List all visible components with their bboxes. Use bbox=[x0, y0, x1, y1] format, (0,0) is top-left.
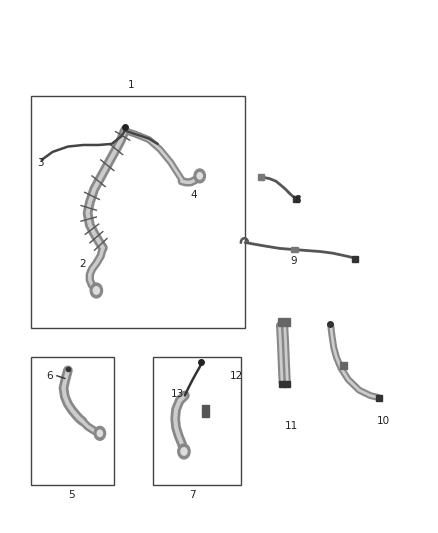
Circle shape bbox=[94, 426, 106, 440]
Text: 7: 7 bbox=[189, 490, 196, 499]
Text: 5: 5 bbox=[68, 490, 75, 499]
Bar bbox=[31, 357, 114, 485]
Text: 1: 1 bbox=[128, 80, 135, 90]
Text: 11: 11 bbox=[285, 422, 298, 431]
Circle shape bbox=[97, 430, 102, 437]
Text: 9: 9 bbox=[290, 256, 297, 266]
Circle shape bbox=[90, 283, 102, 298]
Text: 8: 8 bbox=[294, 195, 301, 205]
Circle shape bbox=[93, 287, 99, 294]
Circle shape bbox=[178, 444, 190, 459]
Circle shape bbox=[181, 448, 187, 455]
Bar bbox=[340, 362, 347, 369]
Bar bbox=[202, 405, 209, 417]
Text: 4: 4 bbox=[191, 190, 197, 199]
Bar bbox=[278, 318, 290, 326]
Circle shape bbox=[194, 169, 205, 183]
Circle shape bbox=[197, 173, 202, 179]
Text: 13: 13 bbox=[171, 390, 184, 399]
Bar bbox=[258, 174, 264, 180]
Text: 6: 6 bbox=[46, 371, 53, 381]
Text: 10: 10 bbox=[377, 416, 390, 426]
Bar bbox=[153, 357, 241, 485]
Text: 12: 12 bbox=[230, 371, 243, 381]
Text: 3: 3 bbox=[37, 158, 44, 167]
Bar bbox=[291, 247, 298, 252]
Bar bbox=[31, 96, 245, 328]
Text: 2: 2 bbox=[79, 259, 85, 269]
